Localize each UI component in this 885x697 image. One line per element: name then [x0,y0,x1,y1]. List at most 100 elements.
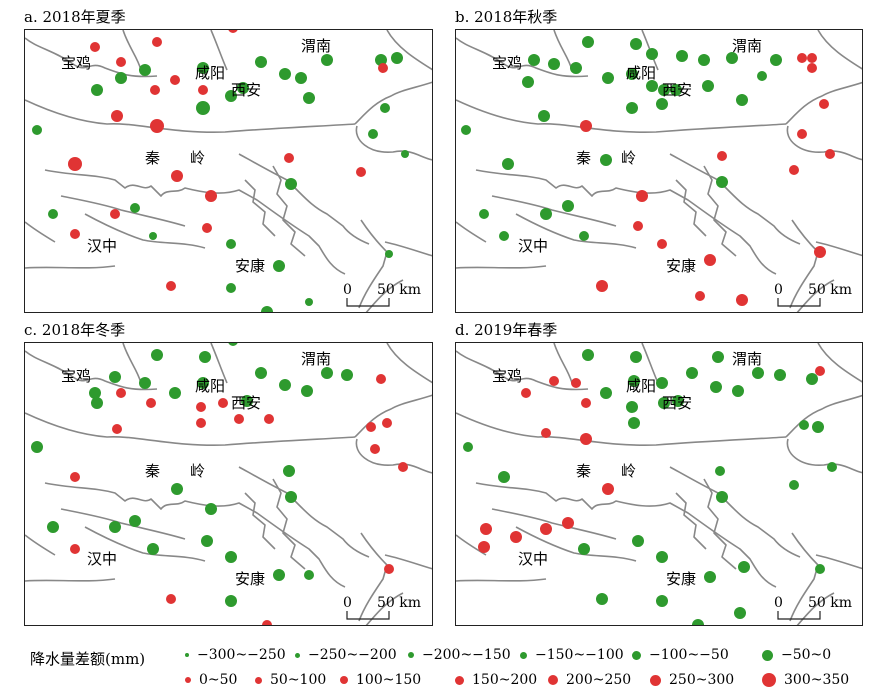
legend-label: 50~100 [270,672,327,688]
legend-swatch [295,652,300,658]
boundary-line [796,279,835,312]
boundary-line [272,478,306,570]
station-marker [502,158,514,170]
legend-swatch [340,676,348,684]
place-label-baoji: 宝鸡 [61,54,92,72]
place-label-qinling-2: 岭 [190,149,206,167]
station-marker [303,92,315,104]
station-marker [166,594,176,604]
station-marker [205,190,217,202]
place-label-weinan: 渭南 [301,37,332,55]
station-marker [578,543,590,555]
map-canvas [25,30,432,312]
station-marker [150,85,160,95]
station-marker [321,367,333,379]
station-marker [225,595,237,607]
station-marker [656,98,668,110]
legend-label: −50~0 [781,647,832,663]
boundary-line [25,265,116,269]
place-label-hanzhong: 汉中 [518,237,549,255]
station-marker [736,94,748,106]
station-marker [237,82,249,94]
station-marker [261,306,273,312]
station-marker [632,535,644,547]
boundary-line [122,343,142,384]
boundary-line [25,99,356,134]
station-marker [596,593,608,605]
scale-distance-label: 50 km [377,595,422,611]
station-marker [580,120,592,132]
place-label-baoji: 宝鸡 [492,54,523,72]
station-marker [521,388,531,398]
station-marker [628,375,640,387]
legend-label: −100~−50 [649,647,729,663]
station-marker [171,170,183,182]
station-marker [370,444,380,454]
legend-item: 200~250 [548,670,631,690]
station-marker [825,149,835,159]
panel-title-spring-2019: d. 2019年春季 [455,321,558,339]
place-label-weinan: 渭南 [732,37,763,55]
station-marker [304,570,314,580]
station-marker [695,291,705,301]
map-panel-b: 宝鸡 咸阳 西安 渭南秦 岭汉中 安康 0 50 km [455,29,863,313]
legend-item: −100~−50 [632,645,729,665]
scale-distance-label: 50 km [808,595,853,611]
station-marker [656,551,668,563]
station-marker [368,129,378,139]
boundary-line [210,30,228,71]
station-marker [528,54,540,66]
station-marker [807,63,817,73]
station-marker [68,157,82,171]
station-marker [205,503,217,515]
station-marker [166,281,176,291]
station-marker [716,176,728,188]
station-marker [562,517,574,529]
place-label-hanzhong: 汉中 [518,550,549,568]
legend-swatch [650,674,661,686]
station-marker [702,80,714,92]
station-marker [171,483,183,495]
boundary-line [669,153,801,245]
station-marker [378,63,388,73]
station-marker [581,398,591,408]
station-marker [499,231,509,241]
station-marker [109,371,121,383]
boundary-line [25,37,158,78]
place-label-qinling-2: 岭 [621,462,637,480]
boundary-line [354,81,432,125]
legend-swatch [632,650,641,660]
boundary-line [25,412,356,447]
station-marker [698,54,710,66]
station-marker [630,351,642,363]
station-marker [48,209,58,219]
station-marker [295,72,307,84]
boundary-line [456,221,487,243]
station-marker [199,351,211,363]
station-marker [633,221,643,231]
place-label-weinan: 渭南 [301,350,332,368]
station-marker [656,595,668,607]
station-marker [628,417,640,429]
place-label-qinling-2: 岭 [190,462,206,480]
station-marker [321,54,333,66]
station-marker [147,543,159,555]
scale-bar [346,611,390,620]
boundary-line [60,195,186,227]
station-marker [129,515,141,527]
legend-label: −150~−100 [535,647,624,663]
boundary-line [491,508,617,540]
station-marker [228,30,238,33]
station-marker [385,250,393,258]
boundary-line [491,195,617,227]
place-label-ankang: 安康 [235,257,266,275]
legend-item: 250~300 [650,670,734,690]
station-marker [225,90,237,102]
station-marker [538,110,550,122]
legend-item: 150~200 [455,670,537,690]
station-marker [285,178,297,190]
boundary-line [456,578,547,582]
station-marker [70,472,80,482]
place-label-xian: 西安 [231,81,262,99]
station-marker [548,58,560,70]
